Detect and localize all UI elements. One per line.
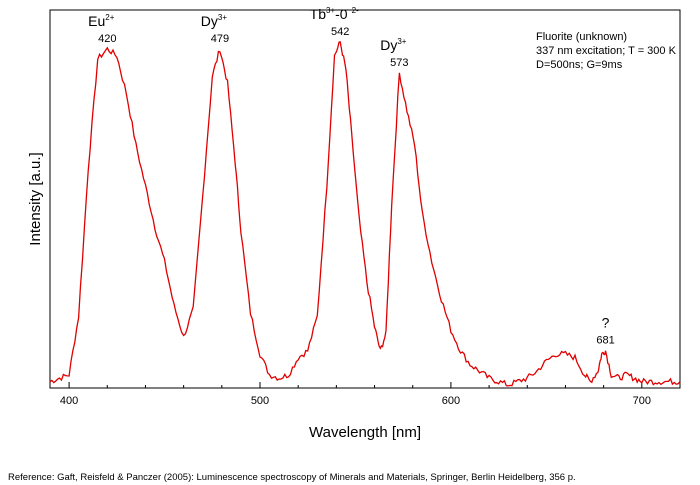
info-box: Fluorite (unknown) 337 nm excitation; T … (536, 31, 677, 71)
peak-wavelength-label: 479 (211, 33, 229, 45)
peak-ion-label: Eu2+ (88, 13, 115, 29)
spectrum-series-line (49, 40, 681, 387)
peak-annotation: 479 Dy3+ (201, 13, 229, 45)
tick-group: 400 500 600 700 (60, 382, 651, 407)
peak-ion-label: Dy3+ (380, 37, 407, 53)
peak-ion-label: Tb3+-0 2- (310, 6, 359, 22)
info-line-excitation: 337 nm excitation; T = 300 K (536, 45, 677, 57)
y-axis-title: Intensity [a.u.] (27, 152, 44, 245)
plot-frame (49, 9, 681, 389)
peak-annotation: 681? (596, 315, 614, 347)
info-line-gate: D=500ns; G=9ms (536, 59, 623, 71)
peak-wavelength-label: 681 (596, 335, 614, 347)
peak-wavelength-label: 573 (390, 57, 408, 69)
peak-ion-label: Dy3+ (201, 13, 228, 29)
peak-wavelength-label: 420 (98, 33, 116, 45)
peak-annotation: 573 Dy3+ (380, 37, 408, 69)
x-tick-label: 500 (251, 395, 269, 407)
peak-annotation: 542 Tb3+-0 2- (310, 6, 359, 38)
reference-caption: Reference: Gaft, Reisfeld & Panczer (200… (8, 472, 576, 483)
spectrum-chart: 400 500 600 700 420 Eu2+ 479 Dy3+ 542 Tb3+-0 2- 57… (27, 6, 681, 441)
x-axis-title: Wavelength [nm] (309, 424, 421, 441)
peak-ion-label: ? (602, 315, 610, 331)
info-line-sample: Fluorite (unknown) (536, 31, 627, 43)
peak-annotation: 420 Eu2+ (88, 13, 116, 45)
peak-labels: 420 Eu2+ 479 Dy3+ 542 Tb3+-0 2- 573 Dy3+ 681? (88, 6, 615, 347)
x-tick-label: 700 (633, 395, 651, 407)
peak-wavelength-label: 542 (331, 26, 349, 38)
x-tick-label: 600 (442, 395, 460, 407)
x-tick-label: 400 (60, 395, 78, 407)
